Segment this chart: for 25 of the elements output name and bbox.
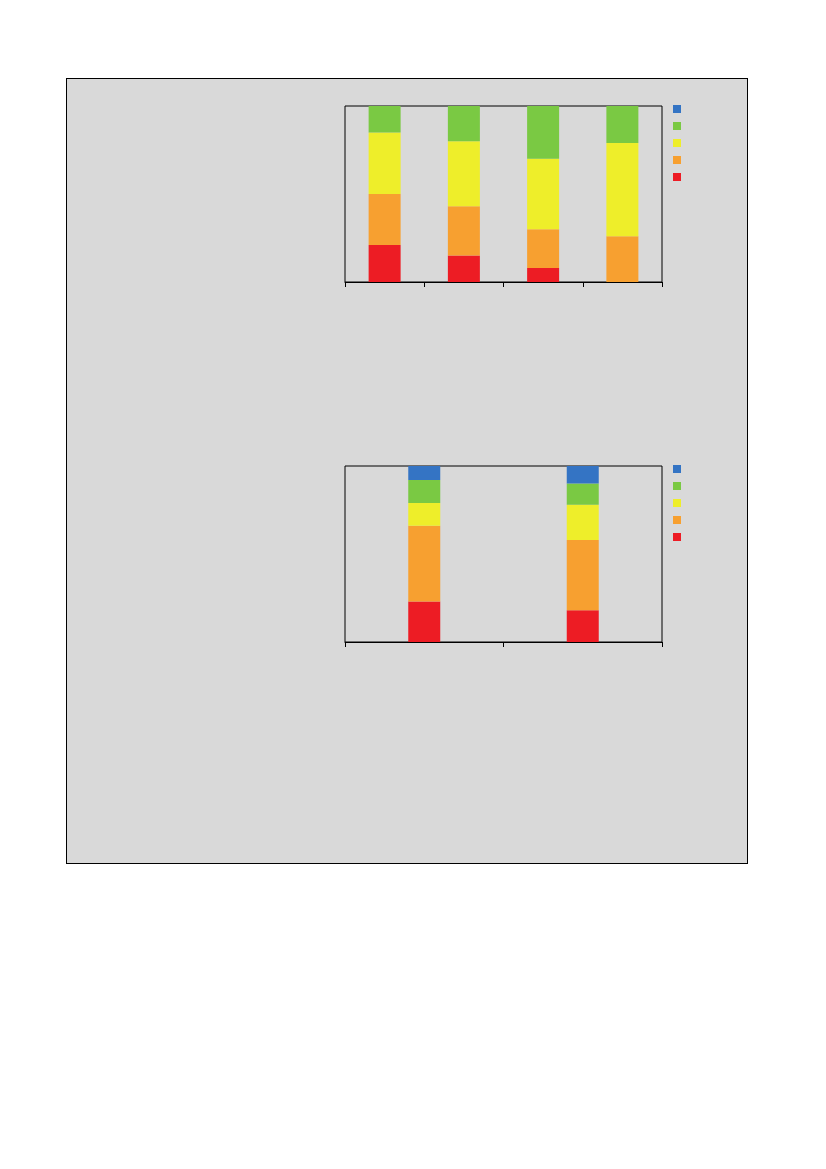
- bar: [408, 601, 441, 642]
- bar: [447, 141, 480, 207]
- bar: [368, 132, 401, 194]
- bar: [368, 245, 401, 282]
- bar: [527, 158, 560, 230]
- bar: [408, 502, 441, 526]
- bar: [447, 255, 480, 282]
- bar: [368, 106, 401, 133]
- bar: [566, 610, 599, 642]
- bar: [447, 206, 480, 256]
- bar: [606, 236, 639, 282]
- bar: [527, 267, 560, 282]
- bar: [408, 466, 441, 481]
- bar: [408, 480, 441, 503]
- bar: [447, 106, 480, 142]
- bar: [566, 466, 599, 484]
- bar: [566, 539, 599, 611]
- bar: [606, 106, 639, 143]
- bar: [368, 194, 401, 246]
- bar: [566, 504, 599, 540]
- bar: [527, 229, 560, 268]
- bar: [408, 525, 441, 602]
- bar: [527, 106, 560, 159]
- bar: [566, 483, 599, 505]
- bar: [606, 142, 639, 237]
